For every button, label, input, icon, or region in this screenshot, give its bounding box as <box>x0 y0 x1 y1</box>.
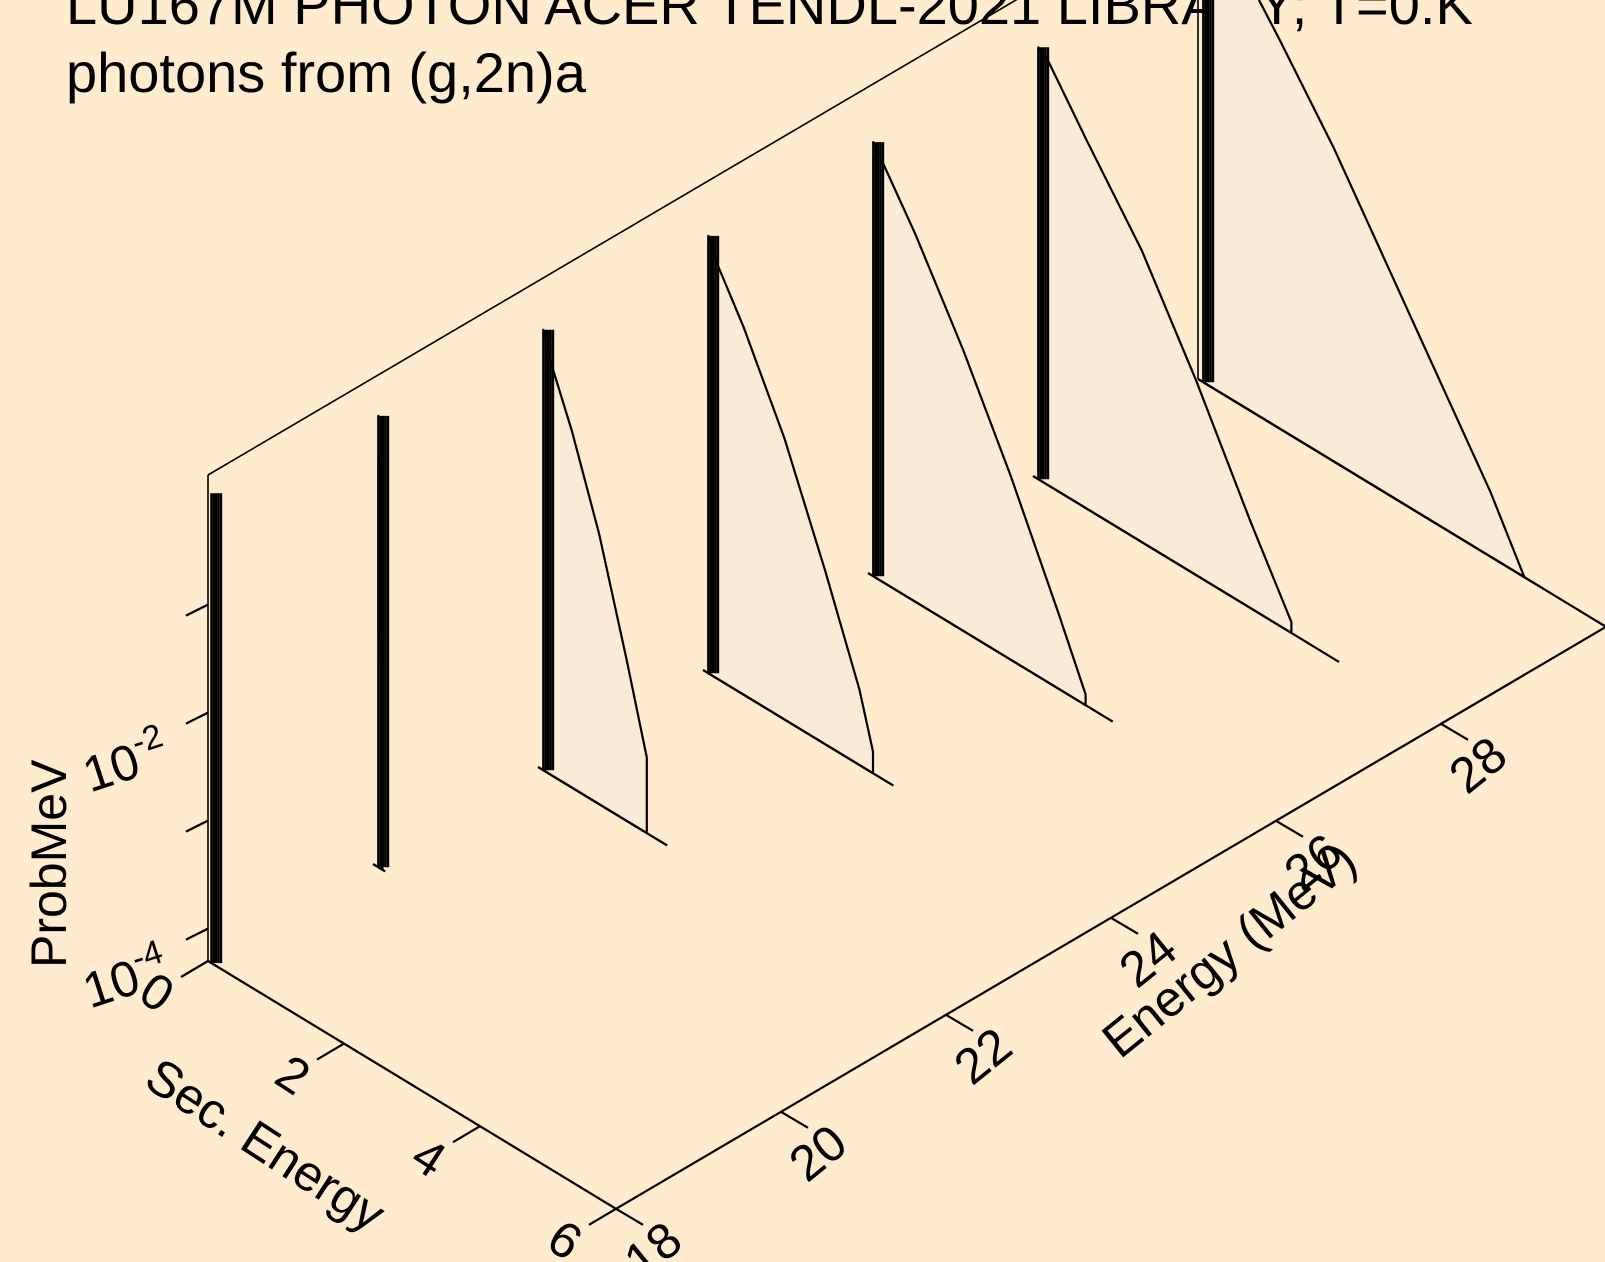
slice-baseline <box>1032 475 1340 663</box>
y-axis-title: Sec. Energy <box>136 1047 395 1242</box>
slice-baseline <box>702 669 894 787</box>
x-tick-mark <box>1110 916 1139 935</box>
x-tick-label: 22 <box>944 1017 1022 1096</box>
x-tick-mark <box>1440 722 1469 741</box>
slice-6 <box>1197 0 1546 591</box>
slice-2 <box>537 328 668 847</box>
x-tick-mark <box>945 1013 974 1032</box>
y-tick-mark <box>588 1207 617 1226</box>
x-tick-label: 28 <box>1439 726 1517 805</box>
x-tick-mark <box>780 1110 809 1129</box>
z-tick-label: 10-2 <box>74 717 175 803</box>
y-tick-label: 6 <box>538 1209 592 1262</box>
right-floor-edge <box>1197 378 1605 628</box>
slice-1 <box>372 414 390 873</box>
x-tick-mark <box>1275 819 1304 838</box>
back-top-edge <box>207 0 1018 476</box>
x-tick-label: 20 <box>779 1114 857 1193</box>
z-major-tick <box>185 927 209 941</box>
slice-0 <box>207 493 223 965</box>
y-tick-mark <box>452 1125 481 1144</box>
chart-subtitle: photons from (g,2n)a <box>66 41 587 104</box>
slice-area <box>1202 0 1526 579</box>
y-axis-line <box>207 960 617 1210</box>
z-axis-title: ProbMeV <box>21 759 77 968</box>
slice-4 <box>867 141 1114 723</box>
slice-area <box>707 234 875 775</box>
x-tick-mark <box>615 1207 644 1226</box>
x-tick-label: 18 <box>614 1211 692 1262</box>
slice-baseline <box>867 572 1114 723</box>
z-minor-tick <box>185 819 209 833</box>
slice-area <box>542 328 648 835</box>
y-tick-mark <box>180 960 209 978</box>
plot-slices <box>207 0 1546 965</box>
plot-box <box>207 0 1199 961</box>
z-minor-tick <box>185 603 209 617</box>
y-tick-label: 4 <box>402 1126 456 1188</box>
z-major-tick <box>185 711 209 725</box>
slice-baseline <box>372 863 386 873</box>
y-tick-label: 2 <box>266 1044 320 1106</box>
x-axis-line <box>615 626 1605 1210</box>
slice-3 <box>702 234 894 787</box>
slice-5 <box>1032 46 1340 663</box>
slice-baseline <box>537 766 668 847</box>
y-tick-mark <box>316 1042 345 1061</box>
axes: 18202224262830024610-410-2 <box>74 378 1605 1262</box>
